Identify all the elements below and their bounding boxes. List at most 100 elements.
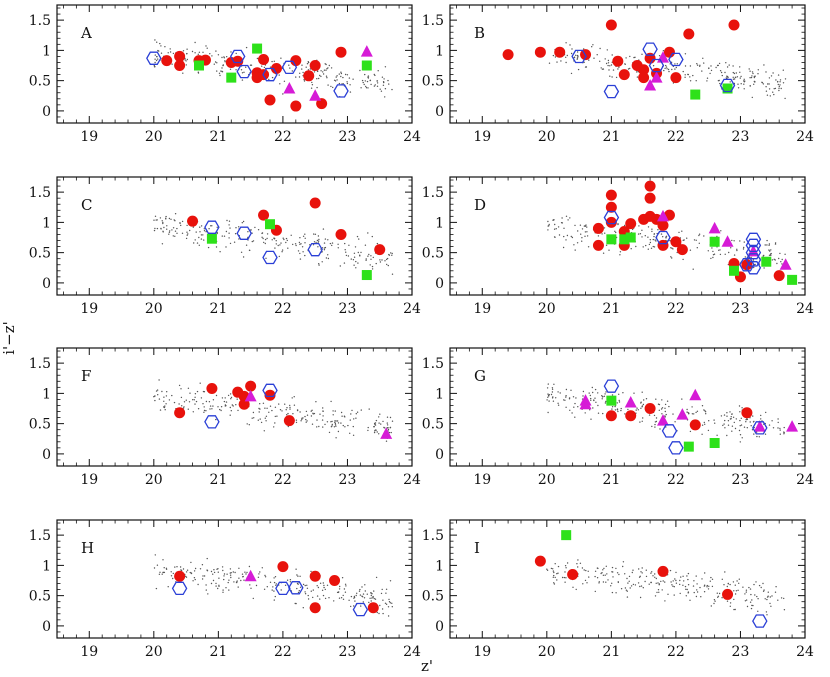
field-dot <box>336 591 339 594</box>
field-dot <box>288 64 290 66</box>
field-dot <box>600 572 602 575</box>
field-dot <box>335 76 337 78</box>
red-point <box>290 100 302 112</box>
blue-point <box>275 581 291 596</box>
field-dot <box>218 584 220 586</box>
field-dot <box>575 54 577 56</box>
field-dot <box>684 53 687 55</box>
field-dot <box>664 410 666 413</box>
blue-point <box>668 441 684 455</box>
field-dot <box>196 242 199 244</box>
field-dot <box>654 239 656 241</box>
field-dot <box>289 404 291 407</box>
field-dot <box>257 576 260 578</box>
red-point <box>605 201 617 213</box>
field-dot <box>708 67 710 69</box>
field-dot <box>289 406 291 409</box>
field-dot <box>717 596 719 598</box>
field-dot <box>343 415 346 417</box>
field-dot <box>161 573 163 575</box>
field-dot <box>231 404 233 406</box>
field-dot <box>327 84 329 86</box>
red-point <box>534 555 546 567</box>
field-dot <box>342 424 344 427</box>
x-tick-label: 21 <box>602 301 620 317</box>
x-tick-label: 22 <box>667 129 685 145</box>
field-dot <box>696 583 698 585</box>
field-dot <box>738 429 741 432</box>
red-point <box>316 98 328 110</box>
field-dot <box>222 591 224 593</box>
green-point <box>619 234 630 245</box>
field-dot <box>768 249 770 251</box>
field-dot <box>238 238 240 240</box>
field-dot <box>310 590 312 592</box>
field-dot <box>183 401 186 403</box>
field-dot <box>563 576 566 579</box>
field-dot <box>316 585 318 587</box>
red-point <box>161 55 173 67</box>
field-dot <box>163 567 165 569</box>
magenta-point <box>624 395 637 408</box>
field-dot <box>192 580 194 582</box>
field-dot <box>344 591 347 593</box>
field-dot <box>198 236 200 239</box>
field-dot <box>202 403 204 405</box>
field-dot <box>681 398 683 400</box>
field-dot <box>635 409 637 411</box>
field-dot <box>735 76 737 79</box>
field-dot <box>215 394 218 397</box>
field-dot <box>317 246 319 248</box>
field-dot <box>760 414 762 417</box>
y-tick-label: 0.5 <box>422 589 444 605</box>
field-dot <box>592 407 594 409</box>
x-tick-label: 21 <box>602 129 620 145</box>
field-dot <box>164 409 166 411</box>
field-dot <box>570 52 573 55</box>
field-dot <box>652 575 654 577</box>
field-dot <box>751 96 753 99</box>
field-dot <box>751 71 754 73</box>
field-dot <box>202 51 204 53</box>
field-dot <box>662 580 664 582</box>
field-dot <box>373 422 376 425</box>
field-dot <box>154 54 156 56</box>
magenta-point <box>244 569 257 582</box>
magenta-point <box>309 89 322 101</box>
field-dot <box>605 400 607 403</box>
field-dot <box>314 233 317 235</box>
field-dot <box>189 392 191 394</box>
field-dot <box>384 88 387 90</box>
field-dot <box>313 412 316 415</box>
field-dot <box>682 258 684 261</box>
field-dot <box>227 394 230 397</box>
magenta-point <box>360 45 373 57</box>
field-dot <box>199 568 202 570</box>
field-dot <box>282 93 284 95</box>
field-dot <box>224 60 226 62</box>
field-dot <box>321 589 324 591</box>
field-dot <box>169 51 172 53</box>
field-dot <box>664 600 666 602</box>
field-dot <box>713 599 716 601</box>
field-dot <box>373 597 375 600</box>
field-dot <box>340 411 343 414</box>
field-dot <box>557 404 560 406</box>
field-dot <box>368 601 370 604</box>
field-dot <box>726 585 728 588</box>
field-dot <box>170 575 173 577</box>
field-dot <box>590 418 592 420</box>
field-dot <box>338 597 341 599</box>
field-dot <box>160 227 162 230</box>
field-dot <box>769 254 772 256</box>
field-dot <box>286 407 288 409</box>
red-point <box>238 398 250 410</box>
red-point <box>670 236 682 248</box>
red-point <box>258 209 270 221</box>
field-dot <box>776 81 779 83</box>
field-dot <box>708 420 710 422</box>
field-dot <box>333 426 336 428</box>
field-dot <box>228 589 230 591</box>
field-dot <box>297 250 300 252</box>
field-dot <box>361 595 363 597</box>
